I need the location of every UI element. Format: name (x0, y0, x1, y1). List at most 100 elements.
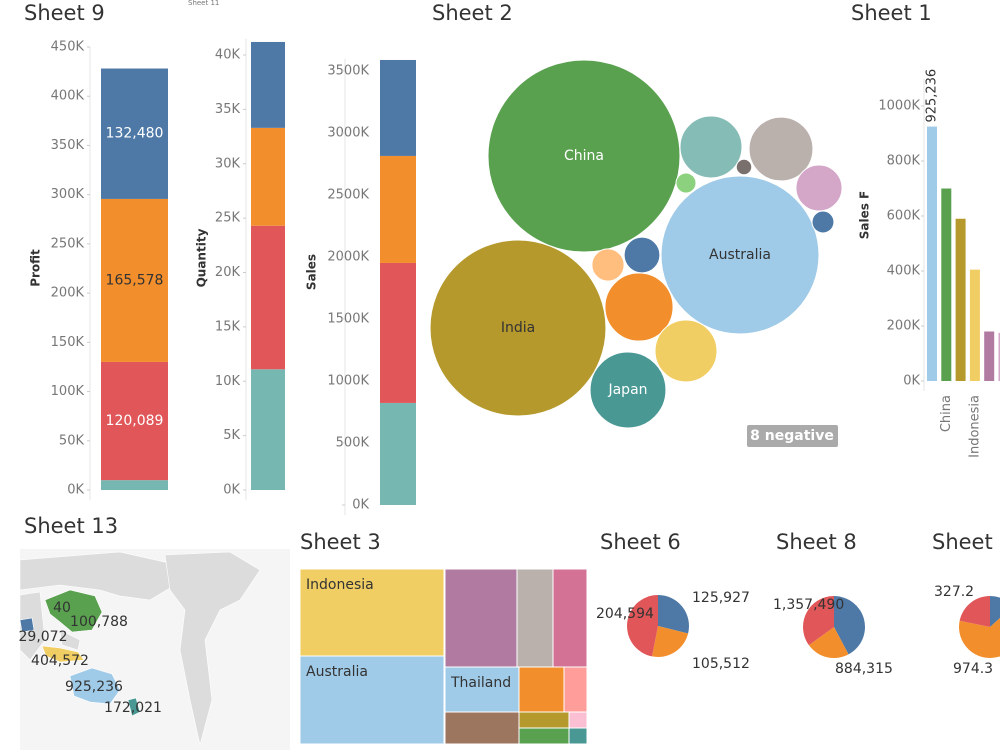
y-axis-label: Quantity (195, 228, 209, 287)
treemap-label: Thailand (450, 675, 511, 691)
pie-slice (959, 596, 990, 627)
annotation-badge (747, 425, 838, 447)
pie-label: 327.2 (934, 584, 974, 600)
bubble (623, 236, 661, 274)
treemap-cell (552, 568, 588, 668)
map-label: 29,072 (19, 629, 68, 645)
bar (941, 188, 952, 381)
bar-segment (380, 155, 416, 263)
bar-segment (251, 225, 285, 370)
y-tick-label: 15K (215, 319, 241, 334)
bubble (604, 272, 674, 342)
bubble (487, 59, 681, 253)
pie-slice (652, 626, 689, 657)
y-tick-label: 0K (352, 498, 369, 513)
bubble (679, 115, 743, 179)
value-label: 165,578 (106, 272, 164, 288)
bar (984, 331, 995, 381)
bar-segment (380, 402, 416, 505)
treemap-cell (444, 568, 518, 668)
bubble (591, 248, 625, 282)
map-region (19, 617, 35, 633)
value-label: 120,089 (106, 413, 164, 429)
treemap-cell (568, 727, 588, 745)
x-tick-label: China (939, 395, 954, 432)
sheet-title: Sheet (932, 530, 993, 554)
y-tick-label: 300K (51, 187, 85, 202)
treemap-cell (299, 568, 445, 657)
map-land (19, 551, 201, 601)
sheet-title: Sheet 6 (600, 530, 681, 554)
pie-slice (802, 596, 834, 646)
pie-slice (627, 595, 658, 657)
y-tick-label: 20K (215, 265, 241, 280)
map-label: 40 (53, 600, 71, 616)
sheet-title: Sheet 13 (24, 514, 118, 538)
bar-segment (101, 361, 168, 481)
pie-slice (808, 627, 849, 658)
bar (927, 126, 937, 382)
treemap-cell (444, 666, 520, 713)
sheet-title: Sheet 2 (432, 1, 513, 25)
bubble-label: China (564, 148, 604, 164)
bubble (660, 175, 820, 335)
treemap-cell (518, 666, 565, 713)
bar (998, 332, 1000, 381)
y-tick-label: 800K (887, 154, 921, 169)
treemap-cell (299, 655, 445, 745)
treemap-cell (516, 568, 554, 668)
y-tick-label: 450K (51, 40, 85, 55)
treemap-cell (444, 711, 520, 745)
y-tick-label: 2000K (327, 250, 369, 265)
y-axis-label: Profit (29, 249, 43, 287)
bubble-label: Japan (607, 382, 647, 398)
y-tick-label: 600K (887, 209, 921, 224)
sheet-title: Sheet 8 (776, 530, 857, 554)
bar (955, 218, 966, 381)
y-tick-label: 500K (336, 436, 370, 451)
bar-segment (101, 480, 168, 490)
value-label: 925,236 (925, 69, 940, 123)
y-tick-label: 1000K (878, 99, 920, 114)
y-tick-label: 25K (215, 211, 241, 226)
y-tick-label: 0K (223, 483, 240, 498)
y-axis-label: Sales (305, 254, 319, 290)
y-tick-label: 50K (59, 433, 85, 448)
annotation: 8 negative (750, 428, 834, 444)
sheet-title: Sheet 3 (300, 530, 381, 554)
map-land (59, 629, 81, 651)
bar-segment (380, 262, 416, 403)
map-label: 100,788 (70, 614, 128, 630)
pie-slice (834, 596, 866, 655)
map-region (69, 667, 121, 705)
map-region (127, 697, 141, 717)
bubble (748, 116, 814, 182)
bar-segment (251, 369, 285, 490)
map-label: 404,572 (31, 653, 89, 669)
y-tick-label: 0K (903, 374, 920, 389)
bubble (735, 158, 753, 176)
y-tick-label: 200K (887, 319, 921, 334)
pie-label: 204,594 (596, 606, 654, 622)
bubble (654, 319, 718, 383)
bar-segment (101, 198, 168, 362)
y-tick-label: 10K (215, 374, 241, 389)
map-region (41, 645, 85, 663)
sheet-title: Sheet 1 (851, 1, 932, 25)
bubble (795, 164, 843, 212)
y-tick-label: 3000K (327, 126, 369, 141)
treemap-label: Indonesia (306, 577, 374, 593)
pie-label: 125,927 (692, 590, 750, 606)
pie-label: 105,512 (692, 656, 750, 672)
y-tick-label: 350K (51, 138, 85, 153)
pie-label: 884,315 (835, 661, 893, 677)
y-tick-label: 3500K (327, 64, 369, 79)
bubble-label: Australia (709, 247, 771, 263)
map-land (164, 551, 261, 746)
y-axis-label: Sales F (858, 191, 872, 240)
bar-segment (251, 41, 285, 128)
bar-segment (101, 68, 168, 199)
y-tick-label: 250K (51, 236, 85, 251)
